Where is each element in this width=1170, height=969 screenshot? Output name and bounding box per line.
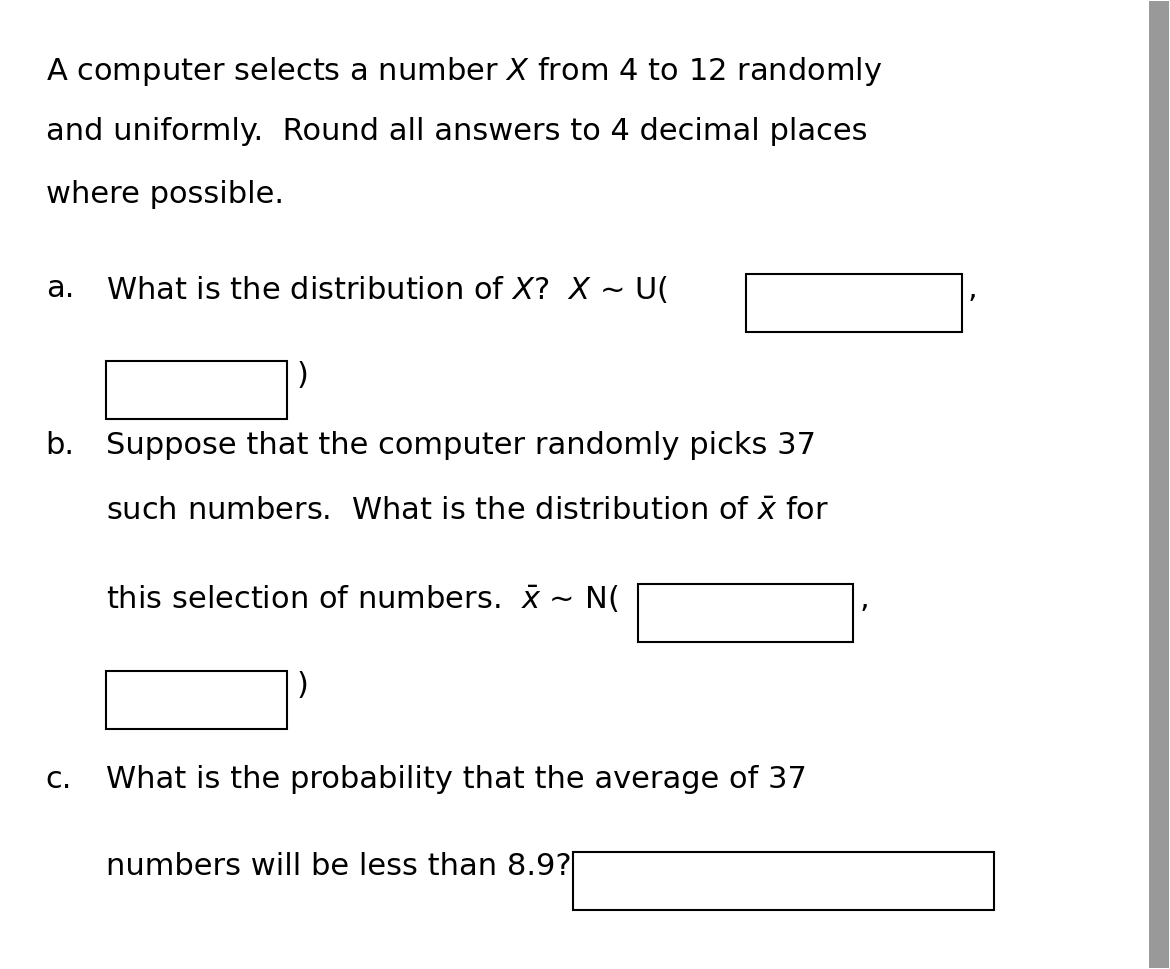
Text: ,: , (968, 274, 978, 303)
Text: What is the distribution of $X$?  $X$ ~ U(: What is the distribution of $X$? $X$ ~ U… (106, 274, 669, 305)
Text: ): ) (297, 671, 309, 700)
Text: a.: a. (46, 274, 74, 303)
Text: Suppose that the computer randomly picks 37: Suppose that the computer randomly picks… (106, 431, 817, 460)
FancyBboxPatch shape (1149, 1, 1169, 968)
Text: such numbers.  What is the distribution of $\bar{x}$ for: such numbers. What is the distribution o… (106, 497, 830, 526)
Text: this selection of numbers.  $\bar{x}$ ~ N(: this selection of numbers. $\bar{x}$ ~ N… (106, 584, 619, 615)
Text: and uniformly.  Round all answers to 4 decimal places: and uniformly. Round all answers to 4 de… (46, 117, 867, 146)
Text: ): ) (297, 360, 309, 390)
Text: where possible.: where possible. (46, 180, 284, 209)
Text: c.: c. (46, 765, 73, 794)
Text: numbers will be less than 8.9?: numbers will be less than 8.9? (106, 852, 572, 881)
Text: ,: , (859, 584, 869, 613)
Text: b.: b. (46, 431, 75, 460)
Text: What is the probability that the average of 37: What is the probability that the average… (106, 765, 807, 794)
Text: A computer selects a number $X$ from 4 to 12 randomly: A computer selects a number $X$ from 4 t… (46, 54, 882, 87)
